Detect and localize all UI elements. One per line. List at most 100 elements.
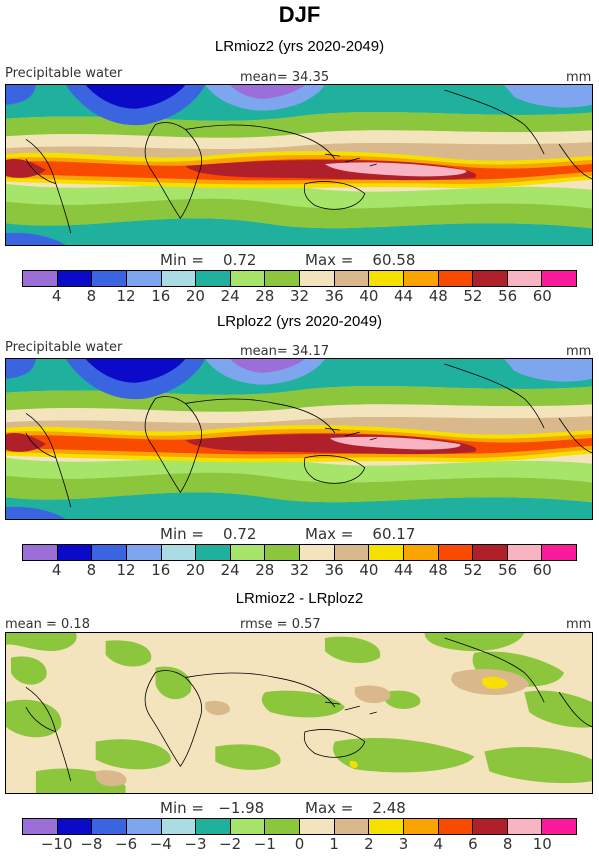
panel-1-mean: mean= 34.35 [240,70,330,85]
panel-2-field [6,359,592,519]
colorbar-tick-label: 48 [428,561,448,579]
colorbar-tick-label: 52 [463,287,483,305]
colorbar-swatch [230,271,266,286]
colorbar-tick-label: 40 [359,287,379,305]
panel-3-title: LRmioz2 - LRploz2 [235,590,364,607]
colorbar-tick-label: 40 [359,561,379,579]
colorbar-swatch [542,271,576,286]
panel-3-field [6,633,592,793]
panel-2-title: LRploz2 (yrs 2020-2049) [216,313,383,330]
panel-1-title: LRmioz2 (yrs 2020-2049) [214,38,385,55]
colorbar-swatch [334,819,370,834]
panel-3-mean: mean = 0.18 [5,617,90,632]
panel-2-max: Max = 60.17 [305,525,416,543]
colorbar-tick-label: 8 [86,287,97,305]
colorbar-tick-label: 44 [394,287,414,305]
colorbar-tick-label: 24 [220,561,240,579]
colorbar-tick-label: −2 [219,835,242,853]
panel-1-variable-label: Precipitable water [5,66,123,81]
colorbar-swatch [473,545,508,560]
colorbar-tick-label: 44 [394,561,414,579]
colorbar-tick-label: 32 [289,287,310,305]
figure-title: DJF [278,2,321,27]
colorbar-tick-label: 4 [51,561,62,579]
colorbar-swatch [126,819,162,834]
colorbar-tick-label: −6 [115,835,138,853]
colorbar-swatch [403,271,439,286]
colorbar-swatch [542,545,576,560]
colorbar-tick-label: 4 [51,287,62,305]
colorbar-swatch [265,271,300,286]
colorbar-swatch [196,819,231,834]
colorbar-tick-label: 56 [498,561,518,579]
panel-3-units: mm [566,617,592,632]
panel-1-max: Max = 60.58 [305,251,416,269]
colorbar-tick-label: 10 [532,835,552,853]
colorbar-swatch [23,545,58,560]
colorbar-swatch [300,271,335,286]
colorbar-tick-label: 4 [433,835,444,853]
colorbar-swatch [161,271,197,286]
colorbar-swatch [92,271,127,286]
colorbar-tick-label: 28 [255,287,275,305]
colorbar-swatch [473,819,508,834]
colorbar-tick-label: 56 [498,287,518,305]
colorbar-tick-label: 48 [428,287,448,305]
panel-2-map [5,358,593,520]
colorbar-swatch [369,271,404,286]
panel-1-units: mm [566,70,592,85]
panel-3-max: Max = 2.48 [305,799,406,817]
colorbar-swatch [507,545,543,560]
colorbar-swatch [265,819,300,834]
colorbar-swatch [57,545,93,560]
colorbar-tick-label: 12 [116,561,136,579]
colorbar-tick-label: 52 [463,561,483,579]
colorbar-swatch [507,819,543,834]
colorbar-swatch [542,819,576,834]
colorbar-tick-label: 16 [151,561,171,579]
colorbar-swatch [126,545,162,560]
panel-2-colorbar [22,544,577,561]
panel-2-units: mm [566,344,592,359]
panel-2-mean: mean= 34.17 [240,344,330,359]
colorbar-swatch [507,271,543,286]
colorbar-swatch [438,545,474,560]
panel-3-map [5,632,593,794]
colorbar-swatch [196,271,231,286]
colorbar-tick-label: 20 [185,561,205,579]
colorbar-tick-label: −3 [184,835,207,853]
colorbar-tick-label: 60 [532,287,552,305]
colorbar-tick-label: 0 [294,835,305,853]
colorbar-tick-label: 32 [289,561,310,579]
colorbar-tick-label: 3 [398,835,409,853]
colorbar-swatch [57,819,93,834]
panel-1-colorbar [22,270,577,287]
colorbar-tick-label: 16 [151,287,171,305]
colorbar-tick-label: 12 [116,287,136,305]
colorbar-tick-label: −10 [40,835,73,853]
colorbar-tick-label: −4 [149,835,172,853]
panel-2-min: Min = 0.72 [160,525,257,543]
colorbar-tick-label: 28 [255,561,275,579]
colorbar-swatch [334,545,370,560]
colorbar-tick-label: 2 [364,835,374,853]
colorbar-swatch [92,545,127,560]
colorbar-tick-label: 8 [502,835,513,853]
panel-1-map [5,84,593,246]
colorbar-swatch [230,545,266,560]
colorbar-swatch [265,545,300,560]
colorbar-swatch [230,819,266,834]
colorbar-swatch [92,819,127,834]
colorbar-tick-label: −1 [253,835,276,853]
colorbar-tick-label: 36 [324,561,344,579]
colorbar-swatch [161,545,197,560]
colorbar-swatch [126,271,162,286]
colorbar-swatch [23,819,58,834]
colorbar-tick-label: −8 [80,835,103,853]
colorbar-tick-label: 1 [329,835,339,853]
colorbar-tick-label: 20 [185,287,205,305]
colorbar-swatch [300,545,335,560]
colorbar-tick-label: 36 [324,287,344,305]
colorbar-swatch [300,819,335,834]
colorbar-swatch [438,271,474,286]
